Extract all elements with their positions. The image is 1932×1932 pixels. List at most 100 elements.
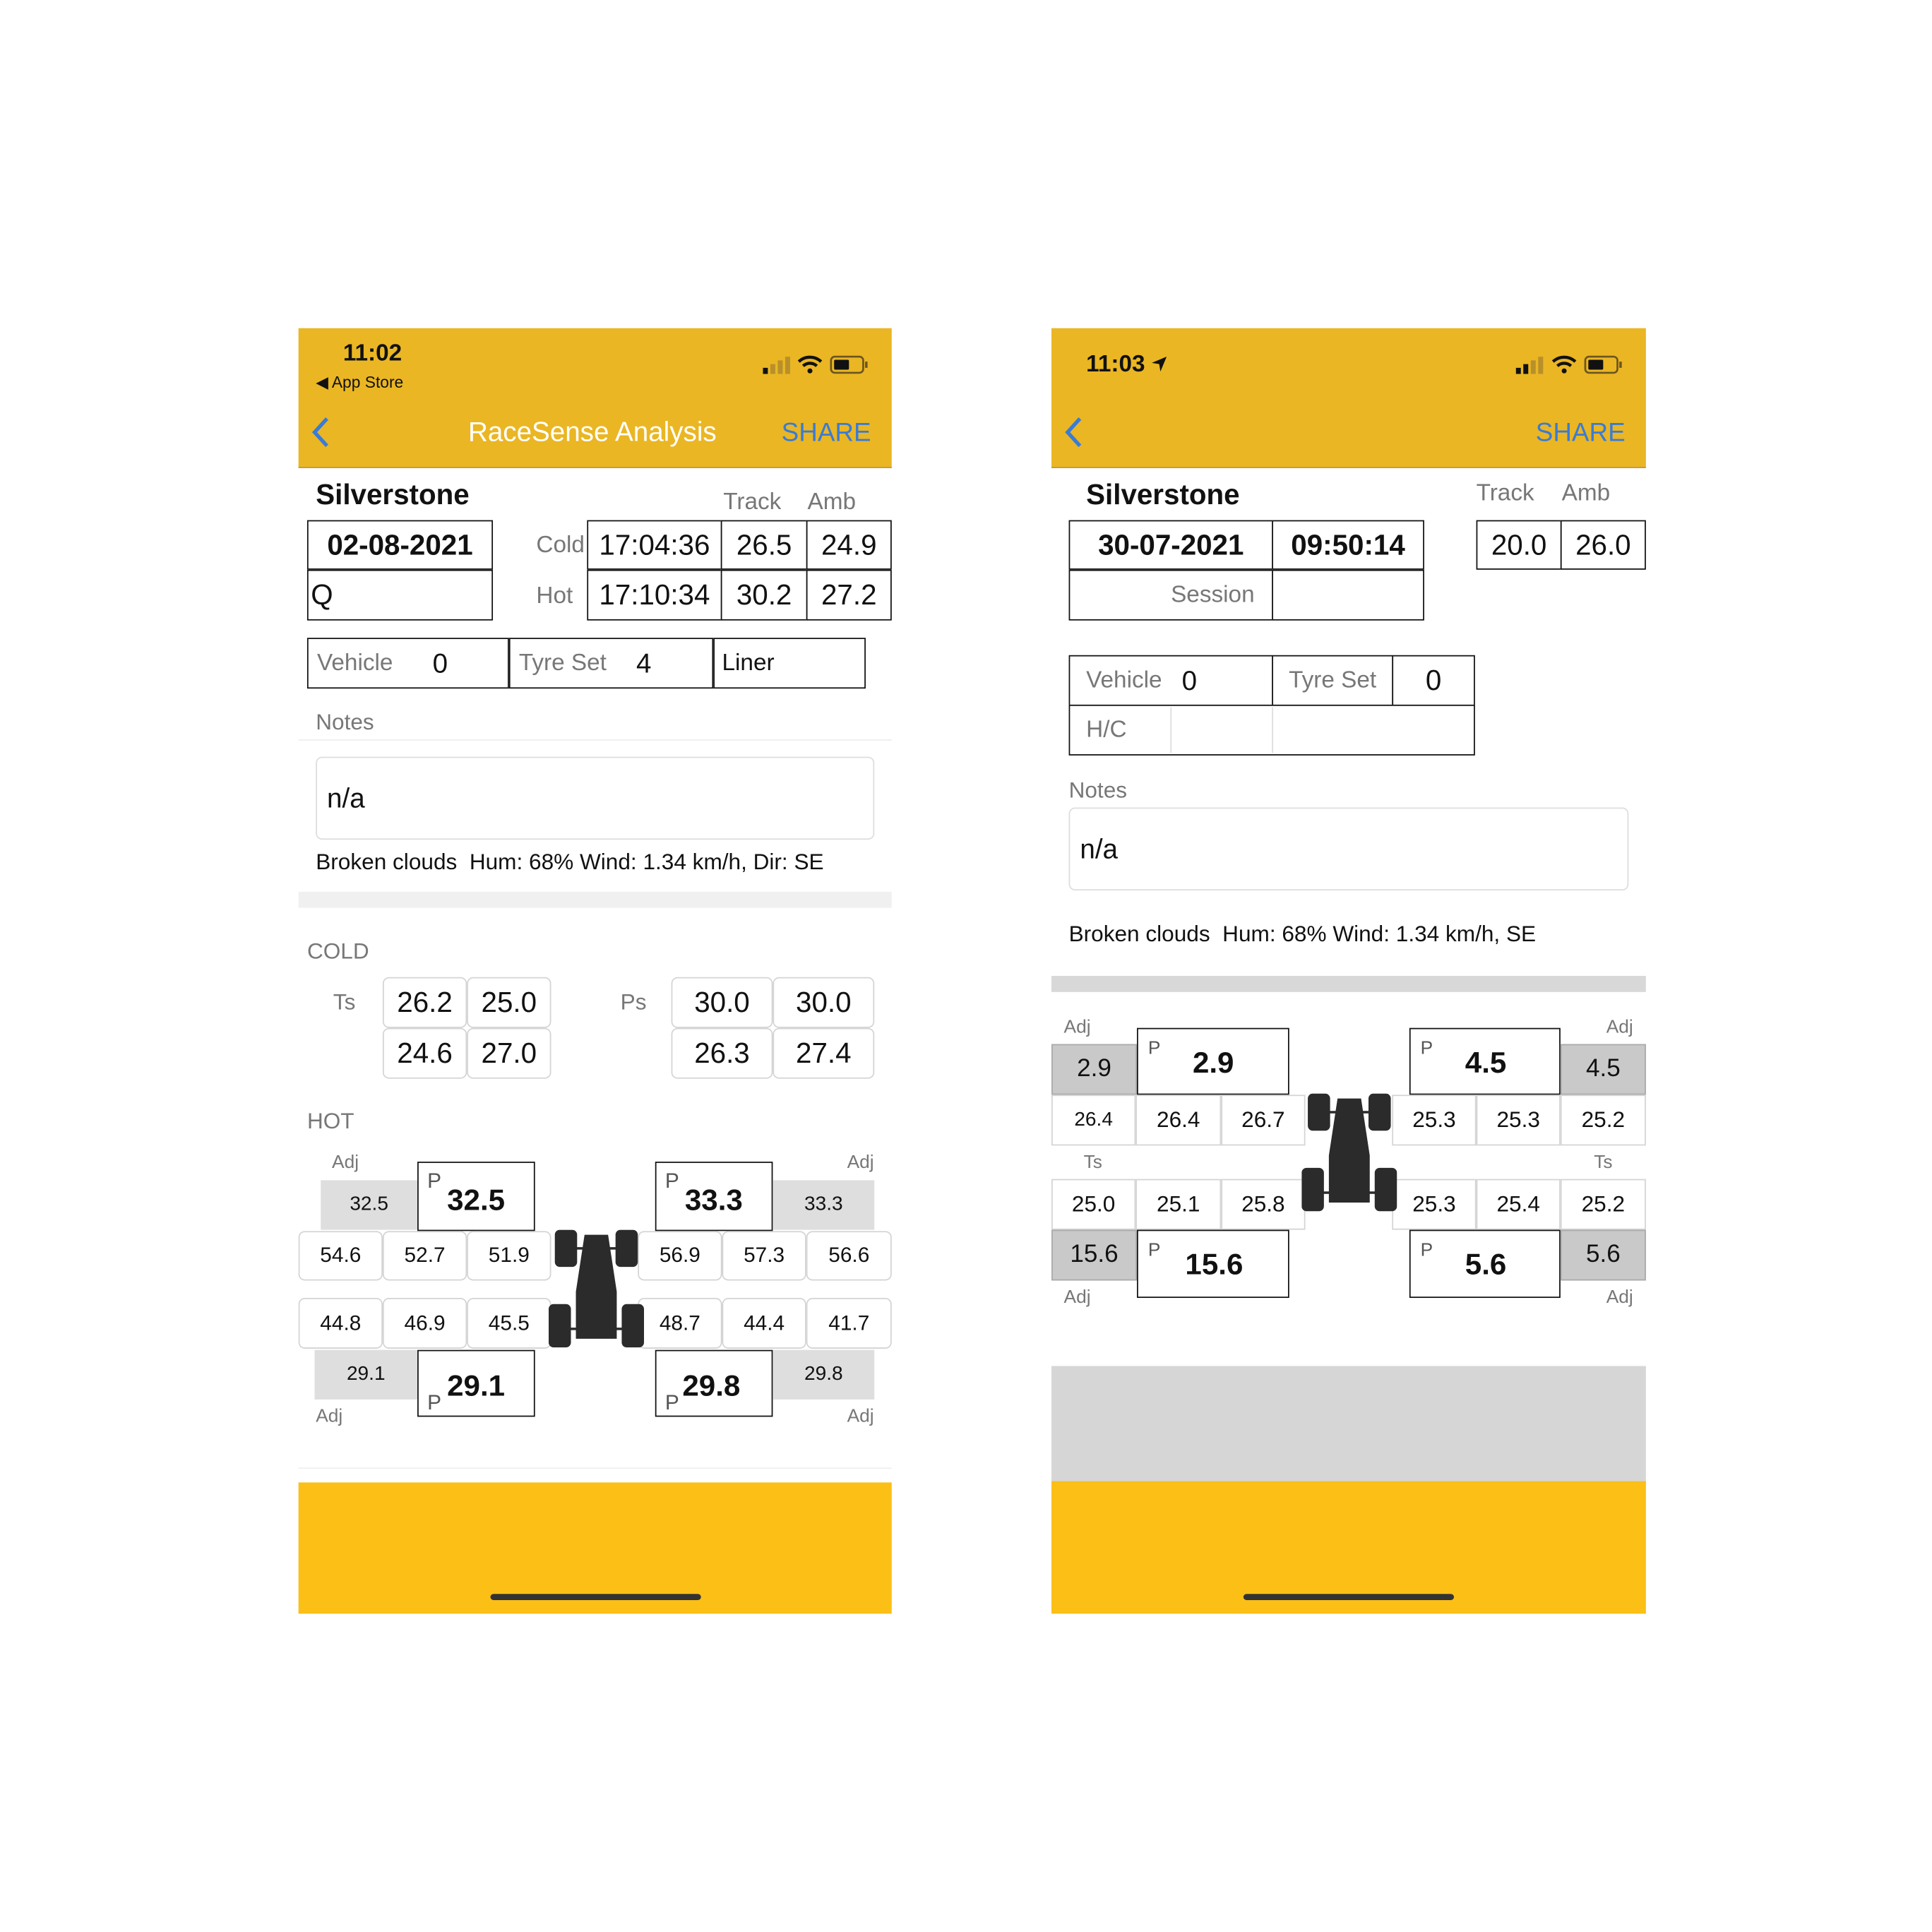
rr-pressure-box[interactable]: P 5.6: [1409, 1229, 1561, 1299]
fr-pressure-box[interactable]: P 4.5: [1409, 1027, 1561, 1095]
p-label: P: [1147, 1037, 1161, 1059]
notes-textarea[interactable]: [316, 756, 875, 840]
adj-label-fr: Adj: [1606, 1016, 1633, 1038]
vehicle-field[interactable]: Vehicle 0: [1068, 655, 1273, 706]
track-column-label: Track: [723, 489, 782, 515]
vehicle-field[interactable]: Vehicle 0: [306, 638, 509, 689]
battery-icon: [830, 355, 868, 374]
p-label: P: [1420, 1239, 1433, 1261]
home-indicator[interactable]: [490, 1594, 701, 1600]
fl-temp-outer: 54.6: [298, 1231, 383, 1281]
hc-divider: [1170, 707, 1172, 753]
track-name: Silverstone: [1086, 477, 1240, 511]
hc-field[interactable]: H/C: [1068, 704, 1475, 756]
rl-temp-mid: 46.9: [382, 1298, 467, 1349]
chevron-left-icon[interactable]: [311, 416, 330, 448]
session-field[interactable]: Session: [1068, 569, 1273, 621]
empty-gray-panel: [1051, 1366, 1646, 1483]
rr-pressure: 5.6: [1465, 1248, 1507, 1282]
hc-label: H/C: [1086, 716, 1127, 743]
fl-pressure-box[interactable]: P 32.5: [417, 1162, 535, 1232]
time-field[interactable]: 09:50:14: [1272, 520, 1424, 570]
amb-column-label: Amb: [1561, 480, 1611, 507]
fr-pressure-box[interactable]: P 33.3: [655, 1162, 773, 1232]
notes-value: n/a: [1080, 833, 1119, 865]
tyre-set-label-cell: Tyre Set: [1272, 655, 1394, 706]
rl-pressure-box[interactable]: P 15.6: [1137, 1229, 1289, 1299]
vehicle-value: 0: [1181, 664, 1198, 696]
rl-adj-value[interactable]: 29.1: [314, 1349, 418, 1400]
fl-temp-outer: 26.4: [1051, 1095, 1136, 1146]
hot-label: Hot: [536, 583, 573, 609]
left-header: [298, 328, 892, 468]
right-footer-bar: [1051, 1481, 1646, 1614]
cold-label: Cold: [536, 532, 585, 559]
vehicle-label: Vehicle: [316, 649, 393, 676]
fl-adj-value[interactable]: 2.9: [1051, 1044, 1138, 1095]
location-arrow-icon: [1152, 357, 1167, 372]
adj-label-rr: Adj: [1606, 1287, 1633, 1308]
rl-adj-value[interactable]: 15.6: [1051, 1229, 1138, 1281]
car-icon: [1301, 1093, 1397, 1212]
cold-ps-fl: 30.0: [671, 977, 773, 1028]
rl-temp-inner: 45.5: [467, 1298, 551, 1349]
rr-adj-value[interactable]: 29.8: [773, 1349, 875, 1400]
track-name: Silverstone: [316, 477, 470, 511]
tyre-set-label: Tyre Set: [518, 649, 607, 676]
fl-pressure-box[interactable]: P 2.9: [1137, 1027, 1289, 1095]
liner-field[interactable]: Liner: [713, 638, 866, 689]
fr-temp-mid: 25.3: [1476, 1095, 1561, 1146]
adj-label-fl: Adj: [1063, 1016, 1091, 1038]
date-field[interactable]: 30-07-2021: [1068, 520, 1273, 570]
fl-temp-inner: 26.7: [1221, 1095, 1306, 1146]
date-field[interactable]: 02-08-2021: [306, 520, 494, 570]
rl-pressure: 29.1: [447, 1369, 506, 1404]
amb-temp-field[interactable]: 26.0: [1560, 520, 1646, 570]
cold-track-field[interactable]: 26.5: [720, 520, 808, 570]
track-temp-field[interactable]: 20.0: [1476, 520, 1562, 570]
divider: [298, 1467, 892, 1469]
rl-pressure-box[interactable]: 29.1 P: [417, 1349, 535, 1417]
back-to-app-store[interactable]: ◀ App Store: [316, 372, 404, 392]
rr-temp-mid: 44.4: [722, 1298, 806, 1349]
wifi-icon: [797, 355, 823, 374]
home-indicator[interactable]: [1243, 1594, 1455, 1600]
vehicle-value: 0: [432, 647, 448, 679]
fl-adj-value[interactable]: 32.5: [321, 1180, 418, 1230]
cold-ts-fr: 25.0: [467, 977, 551, 1028]
session-extra-field[interactable]: [1272, 569, 1424, 621]
notes-textarea[interactable]: [1068, 807, 1629, 891]
chevron-left-icon[interactable]: [1064, 416, 1084, 448]
fl-temp-inner: 51.9: [467, 1231, 551, 1281]
hot-track-field[interactable]: 30.2: [720, 569, 808, 621]
p-label: P: [664, 1390, 679, 1414]
tyre-set-value[interactable]: 0: [1392, 655, 1475, 706]
fl-pressure: 32.5: [447, 1183, 506, 1218]
hot-time-field[interactable]: 17:10:34: [587, 569, 722, 621]
fr-adj-value[interactable]: 4.5: [1560, 1044, 1646, 1095]
adj-label-rl: Adj: [316, 1405, 343, 1427]
fr-temp-mid: 57.3: [722, 1231, 806, 1281]
weather-info: Broken clouds Hum: 68% Wind: 1.34 km/h, …: [1068, 921, 1537, 946]
hot-amb-field[interactable]: 27.2: [806, 569, 892, 621]
session-field[interactable]: Q: [306, 569, 494, 621]
cold-ps-rr: 27.4: [773, 1027, 875, 1079]
ts-label-left: Ts: [1083, 1152, 1102, 1173]
p-label: P: [427, 1169, 441, 1193]
share-button[interactable]: SHARE: [781, 418, 871, 448]
rr-temp-inner: 25.3: [1392, 1179, 1477, 1230]
fr-adj-value[interactable]: 33.3: [773, 1180, 875, 1230]
fr-pressure: 4.5: [1465, 1046, 1507, 1080]
amb-column-label: Amb: [807, 489, 857, 515]
cold-time-field[interactable]: 17:04:36: [587, 520, 722, 570]
rr-pressure-box[interactable]: 29.8 P: [655, 1349, 773, 1417]
rr-adj-value[interactable]: 5.6: [1560, 1229, 1646, 1281]
signal-icon: [763, 357, 790, 374]
tyre-set-field[interactable]: Tyre Set 4: [508, 638, 714, 689]
share-button[interactable]: SHARE: [1535, 418, 1626, 448]
adj-label-rr: Adj: [847, 1405, 874, 1427]
status-time: 11:02: [342, 340, 402, 367]
cold-amb-field[interactable]: 24.9: [806, 520, 892, 570]
ts-label-right: Ts: [1594, 1152, 1613, 1173]
